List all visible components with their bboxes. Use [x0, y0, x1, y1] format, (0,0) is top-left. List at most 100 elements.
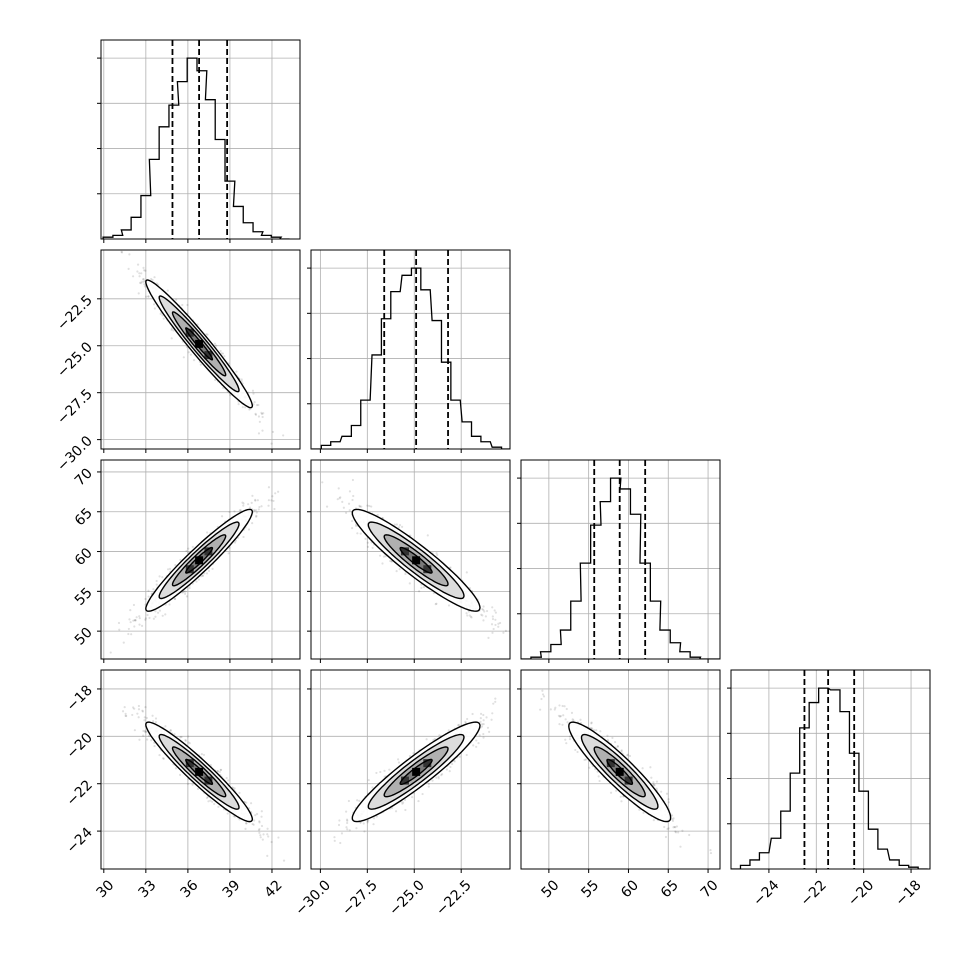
panel-frame	[520, 459, 721, 660]
scatter-point	[431, 779, 434, 782]
scatter-point	[158, 753, 161, 757]
scatter-point	[375, 771, 378, 775]
scatter-point	[389, 559, 392, 563]
scatter-point	[143, 716, 146, 719]
scatter-point	[351, 478, 355, 482]
scatter-point	[359, 821, 362, 824]
scatter-point	[238, 791, 241, 795]
contour-line-1	[383, 534, 449, 587]
scatter-point	[395, 523, 398, 526]
scatter-point	[490, 718, 493, 721]
scatter-point	[161, 314, 164, 317]
scatter-point	[219, 768, 223, 771]
scatter-point	[151, 714, 154, 717]
scatter-point	[138, 738, 141, 741]
scatter-point	[257, 508, 260, 511]
scatter-point	[248, 506, 252, 509]
contour-line-0	[399, 546, 433, 574]
scatter-point	[358, 799, 361, 802]
scatter-point	[133, 619, 136, 622]
scatter-point	[412, 752, 415, 755]
scatter-point	[469, 615, 472, 618]
scatter-point	[479, 720, 482, 723]
scatter-point	[475, 745, 478, 748]
scatter-point	[579, 718, 582, 721]
scatter-point	[168, 567, 172, 570]
scatter-point	[482, 713, 485, 717]
scatter-point	[256, 499, 259, 502]
density-cell	[423, 759, 432, 768]
scatter-point	[502, 631, 505, 634]
scatter-point	[440, 773, 444, 776]
scatter-point	[435, 602, 438, 605]
scatter-point	[397, 526, 401, 529]
scatter-point	[241, 501, 244, 504]
scatter-point	[254, 499, 257, 502]
scatter-point	[257, 415, 261, 418]
scatter-point	[408, 582, 411, 585]
contour-line-1	[171, 311, 227, 377]
scatter-point	[147, 295, 150, 298]
scatter-point	[238, 509, 241, 512]
scatter-point	[255, 509, 258, 512]
scatter-point	[417, 799, 420, 803]
scatter-point	[457, 723, 461, 726]
scatter-point	[549, 708, 552, 711]
scatter-point	[158, 575, 161, 578]
scatter-point	[129, 609, 132, 612]
scatter-point	[244, 822, 248, 825]
scatter-point	[209, 799, 212, 802]
scatter-point	[447, 729, 450, 732]
scatter-point	[162, 757, 165, 760]
scatter-point	[131, 713, 134, 717]
scatter-point	[479, 712, 483, 715]
contour-line-2	[158, 521, 240, 600]
scatter-point	[482, 619, 485, 622]
scatter-point	[270, 442, 273, 445]
scatter-point	[140, 624, 144, 627]
scatter-point	[458, 755, 461, 758]
scatter-point	[223, 355, 226, 358]
scatter-point	[453, 760, 456, 763]
scatter-point	[408, 754, 412, 758]
scatter-point	[271, 495, 274, 498]
scatter-point	[483, 610, 486, 613]
scatter-point	[254, 413, 258, 416]
scatter-point	[175, 298, 178, 301]
scatter-point	[433, 737, 436, 741]
scatter-point	[266, 833, 269, 836]
scatter-point	[466, 717, 469, 721]
scatter-point	[213, 342, 217, 345]
scatter-point	[260, 815, 263, 818]
scatter-point	[178, 773, 182, 776]
scatter-point	[252, 392, 255, 395]
scatter-point	[186, 303, 189, 307]
scatter-point	[249, 802, 253, 805]
scatter-point	[134, 619, 137, 622]
scatter-point	[619, 795, 622, 798]
histogram-step	[311, 267, 510, 449]
scatter-point	[257, 403, 260, 407]
scatter-point	[499, 621, 502, 625]
scatter-point	[363, 830, 366, 833]
scatter-point	[383, 769, 386, 772]
contour-line-2	[158, 295, 240, 393]
scatter-point	[388, 768, 391, 771]
scatter-point	[358, 504, 361, 507]
density-cell	[412, 556, 421, 565]
scatter-point	[138, 615, 141, 618]
scatter-point	[156, 611, 160, 614]
density-cell	[204, 351, 213, 360]
contour-line-3	[145, 279, 254, 409]
pair-panel-1-3	[310, 669, 511, 870]
scatter-point	[120, 250, 123, 253]
contour-line-3	[145, 721, 254, 823]
contour-line-0	[185, 327, 214, 361]
scatter-point	[470, 616, 473, 619]
scatter-point	[274, 492, 277, 495]
scatter-point	[233, 510, 236, 513]
contour-line-0	[185, 758, 214, 785]
scatter-point	[155, 583, 158, 586]
density-cell	[185, 759, 194, 768]
scatter-point	[235, 370, 238, 373]
